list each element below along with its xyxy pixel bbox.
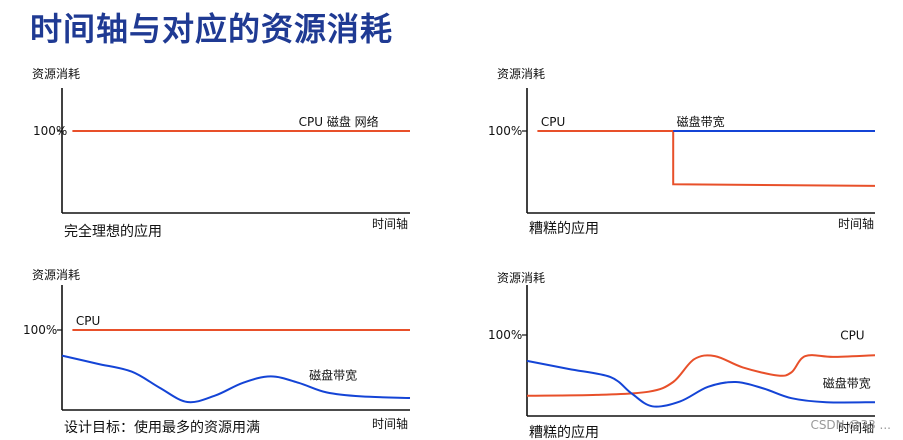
y-tick-label: 100%: [23, 323, 57, 337]
series-label: CPU 磁盘 网络: [299, 114, 379, 129]
chart-caption: 完全理想的应用: [64, 223, 162, 240]
x-axis-label: 时间轴: [372, 416, 408, 431]
chart-2: [522, 88, 876, 214]
y-axis-label: 资源消耗: [497, 271, 545, 285]
x-axis-label: 时间轴: [838, 216, 874, 231]
series-line-cpu: [537, 130, 876, 187]
y-axis-label: 资源消耗: [32, 268, 80, 282]
chart-caption: 设计目标：使用最多的资源用满: [64, 419, 260, 436]
series-line-cpu: [526, 354, 876, 397]
y-tick-label: 100%: [488, 124, 522, 138]
chart-caption: 糟糕的应用: [529, 220, 599, 237]
chart-3: [57, 285, 411, 411]
page-title: 时间轴与对应的资源消耗: [30, 10, 394, 48]
series-label: 磁盘带宽: [823, 376, 871, 391]
series-label: 磁盘带宽: [309, 367, 357, 382]
series-label: 磁盘带宽: [677, 114, 725, 129]
series-line-disk: [61, 354, 411, 404]
chart-4: [522, 285, 876, 417]
watermark: CSDN @33 ...: [810, 418, 891, 432]
chart-1: [57, 88, 410, 214]
series-label: CPU: [840, 329, 864, 343]
series-label: CPU: [541, 115, 565, 129]
chart-caption: 糟糕的应用: [529, 424, 599, 440]
y-tick-label: 100%: [488, 328, 522, 342]
series-line-disk: [526, 359, 876, 408]
x-axis-label: 时间轴: [838, 420, 874, 435]
y-axis-label: 资源消耗: [497, 67, 545, 81]
x-axis-label: 时间轴: [372, 216, 408, 231]
y-tick-label: 100%: [33, 124, 67, 138]
series-label: CPU: [76, 314, 100, 328]
y-axis-label: 资源消耗: [32, 67, 80, 81]
